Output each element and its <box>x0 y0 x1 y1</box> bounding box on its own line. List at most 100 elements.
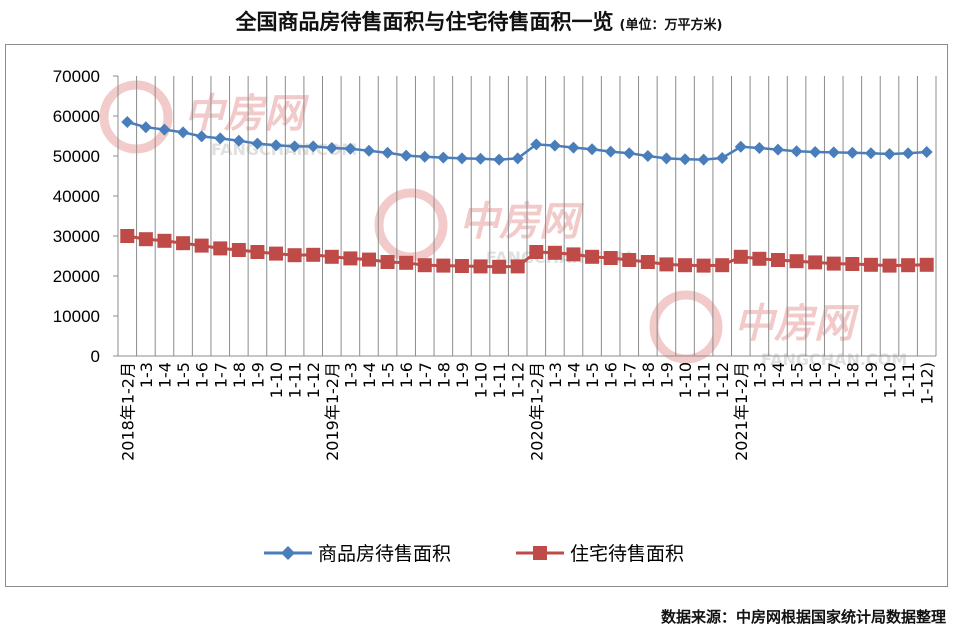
title-main: 全国商品房待售面积与住宅待售面积一览 <box>235 10 614 34</box>
data-point-square <box>733 249 748 264</box>
data-point-diamond <box>381 146 394 159</box>
x-tick-label: 1-4 <box>360 362 379 388</box>
data-point-square <box>715 258 730 273</box>
data-point-square <box>882 258 897 273</box>
data-point-square <box>138 232 153 247</box>
data-point-square <box>287 248 302 263</box>
data-point-diamond <box>158 123 171 136</box>
x-tick-label: 2021年1-2月 <box>732 362 751 461</box>
data-point-diamond <box>121 116 134 128</box>
data-point-square <box>250 245 265 259</box>
data-point-diamond <box>660 152 673 165</box>
data-point-square <box>454 259 469 273</box>
data-point-diamond <box>437 151 450 164</box>
data-point-diamond <box>586 143 599 156</box>
data-point-diamond <box>251 137 264 150</box>
data-point-square <box>547 245 562 260</box>
y-tick-label: 50000 <box>53 147 100 166</box>
data-point-square <box>603 251 618 265</box>
watermark-logo: 中房网 FANGCHAN.COM <box>649 290 907 369</box>
data-point-square <box>380 255 395 269</box>
data-point-square <box>696 258 711 273</box>
chart-title: 全国商品房待售面积与住宅待售面积一览 (单位：万平方米) <box>0 6 958 36</box>
data-point-diamond <box>548 139 561 152</box>
data-point-square <box>789 254 804 269</box>
x-tick-label: 1-11 <box>286 362 305 398</box>
watermark-brand: 中房网 <box>734 300 860 347</box>
x-tick-label: 1-7 <box>825 362 844 388</box>
data-point-square <box>361 252 376 267</box>
watermark-brand: 中房网 <box>459 198 585 245</box>
data-point-square <box>808 255 823 270</box>
data-point-square <box>919 257 934 272</box>
y-tick-label: 60000 <box>53 107 100 126</box>
data-point-square <box>585 249 600 264</box>
data-point-square <box>417 258 432 273</box>
x-tick-label: 1-8 <box>639 362 658 388</box>
x-tick-label: 1-6 <box>806 362 825 388</box>
x-tick-label: 1-3 <box>546 362 565 388</box>
data-point-square <box>678 258 693 273</box>
data-point-square <box>343 251 358 266</box>
data-point-diamond <box>604 145 617 158</box>
data-point-square <box>640 255 655 269</box>
watermark-site: FANGCHAN.COM <box>211 140 357 159</box>
data-point-diamond <box>641 150 654 162</box>
x-tick-label: 1-6 <box>602 362 621 388</box>
data-point-square <box>510 259 525 274</box>
data-point-diamond <box>530 138 543 151</box>
x-tick-label: 1-8 <box>843 362 862 388</box>
data-point-square <box>901 258 916 273</box>
watermark-circle-icon <box>649 290 723 364</box>
data-point-square <box>529 245 544 259</box>
data-point-square <box>231 243 246 257</box>
data-point-diamond <box>679 153 692 166</box>
x-tick-label: 1-6 <box>193 362 212 388</box>
data-point-diamond <box>883 148 896 160</box>
data-point-square <box>770 253 785 267</box>
data-point-diamond <box>344 142 357 155</box>
data-point-diamond <box>362 144 375 157</box>
line-chart: 中房网FANGCHAN.COM中房网FANGCHAN.COM中房网FANGCHA… <box>53 67 937 565</box>
x-tick-label: 1-10 <box>472 362 491 398</box>
x-tick-label: 1-4 <box>155 362 174 388</box>
x-tick-label: 1-5 <box>583 362 602 388</box>
data-point-diamond <box>846 146 859 159</box>
data-point-diamond <box>195 130 208 143</box>
x-tick-label: 1-5 <box>379 362 398 388</box>
x-tick-label: 1-6 <box>397 362 416 388</box>
data-point-diamond <box>790 145 803 158</box>
data-point-square <box>622 253 637 267</box>
data-point-diamond <box>567 141 580 154</box>
x-tick-label: 1-4 <box>769 362 788 388</box>
data-point-square <box>157 233 172 248</box>
y-tick-label: 30000 <box>53 227 100 246</box>
data-point-diamond <box>623 147 636 160</box>
source-note: 数据来源：中房网根据国家统计局数据整理 <box>660 608 946 626</box>
data-point-square <box>176 236 191 251</box>
data-point-diamond <box>864 147 877 160</box>
x-tick-label: 1-10 <box>881 362 900 398</box>
data-point-diamond <box>307 140 320 153</box>
x-tick-label: 1-10 <box>267 362 286 398</box>
data-point-diamond <box>697 153 710 166</box>
legend-marker-square <box>533 546 547 560</box>
y-tick-label: 70000 <box>53 67 100 86</box>
data-point-diamond <box>734 140 747 153</box>
x-tick-label: 1-7 <box>211 362 230 388</box>
x-tick-label: 1-12 <box>304 362 323 398</box>
data-point-square <box>436 258 451 273</box>
x-tick-label: 1-11 <box>695 362 714 398</box>
data-point-diamond <box>920 146 933 158</box>
x-tick-label: 1-12 <box>713 362 732 398</box>
data-point-square <box>492 259 507 274</box>
x-tick-label: 1-8 <box>434 362 453 388</box>
data-point-diamond <box>270 139 283 152</box>
x-tick-label: 1-11 <box>899 362 918 398</box>
watermark-site: FANGCHAN.COM <box>761 350 907 369</box>
data-point-square <box>194 238 209 253</box>
data-point-diamond <box>753 142 766 154</box>
data-point-diamond <box>214 132 227 145</box>
x-tick-label: 1-5 <box>174 362 193 388</box>
data-point-square <box>269 246 284 261</box>
